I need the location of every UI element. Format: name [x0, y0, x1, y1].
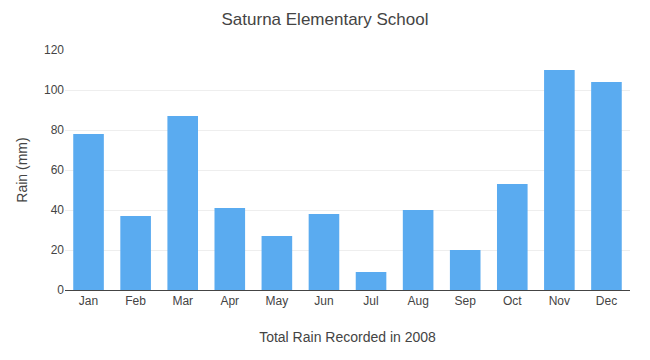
svg-text:Saturna Elementary School: Saturna Elementary School	[222, 10, 429, 29]
svg-text:Jun: Jun	[314, 294, 333, 308]
svg-text:Nov: Nov	[549, 294, 570, 308]
svg-text:Total Rain Recorded in 2008: Total Rain Recorded in 2008	[259, 329, 436, 345]
svg-text:Oct: Oct	[503, 294, 522, 308]
svg-text:100: 100	[44, 83, 64, 97]
svg-text:20: 20	[51, 243, 65, 257]
svg-text:Dec: Dec	[596, 294, 617, 308]
svg-text:May: May	[266, 294, 289, 308]
svg-text:0: 0	[57, 283, 64, 297]
svg-text:Jul: Jul	[363, 294, 378, 308]
svg-text:Rain (mm): Rain (mm)	[14, 137, 30, 202]
svg-text:Apr: Apr	[220, 294, 239, 308]
svg-text:80: 80	[51, 123, 65, 137]
svg-text:120: 120	[44, 43, 64, 57]
svg-text:Feb: Feb	[125, 294, 146, 308]
svg-text:Mar: Mar	[172, 294, 193, 308]
svg-text:Jan: Jan	[79, 294, 98, 308]
svg-text:Aug: Aug	[407, 294, 428, 308]
svg-text:60: 60	[51, 163, 65, 177]
svg-text:40: 40	[51, 203, 65, 217]
svg-text:Sep: Sep	[455, 294, 477, 308]
